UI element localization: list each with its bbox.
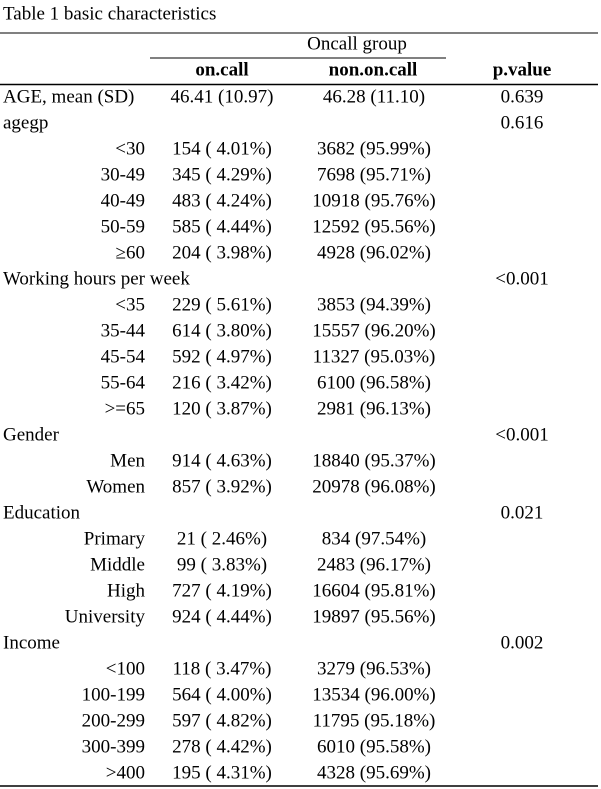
row-label: 45-54 <box>101 346 146 367</box>
non-on-call-cell: 19897 (95.56%) <box>312 606 435 627</box>
row-label: Women <box>86 476 145 497</box>
on-call-cell: 345 ( 4.29%) <box>172 164 272 185</box>
on-call-cell: 278 ( 4.42%) <box>172 736 272 757</box>
on-call-cell: 614 ( 3.80%) <box>172 320 272 341</box>
non-on-call-cell: 15557 (96.20%) <box>312 320 435 341</box>
row-label: 100-199 <box>82 684 145 705</box>
section-label: AGE, mean (SD) <box>3 86 134 107</box>
on-call-cell: 118 ( 3.47%) <box>172 658 271 679</box>
section-label: Working hours per week <box>3 268 190 289</box>
p-value-cell: 0.002 <box>501 632 544 653</box>
on-call-cell: 120 ( 3.87%) <box>172 398 272 419</box>
row-label: >400 <box>106 762 145 783</box>
non-on-call-cell: 3682 (95.99%) <box>317 138 431 159</box>
non-on-call-cell: 20978 (96.08%) <box>312 476 435 497</box>
p-value-cell: <0.001 <box>495 268 548 289</box>
column-header: non.on.call <box>329 59 418 80</box>
row-label: Primary <box>84 528 146 549</box>
row-label: 30-49 <box>101 164 145 185</box>
non-on-call-cell: 11795 (95.18%) <box>313 710 436 731</box>
column-header: p.value <box>493 59 552 80</box>
on-call-cell: 46.41 (10.97) <box>171 86 274 107</box>
on-call-cell: 204 ( 3.98%) <box>172 242 272 263</box>
row-label: <100 <box>106 658 145 679</box>
on-call-cell: 914 ( 4.63%) <box>172 450 272 471</box>
non-on-call-cell: 16604 (95.81%) <box>312 580 435 601</box>
on-call-cell: 216 ( 3.42%) <box>172 372 272 393</box>
row-label: ≥60 <box>116 242 145 263</box>
on-call-cell: 592 ( 4.97%) <box>172 346 272 367</box>
p-value-cell: 0.639 <box>501 86 544 107</box>
non-on-call-cell: 11327 (95.03%) <box>313 346 436 367</box>
non-on-call-cell: 10918 (95.76%) <box>312 190 435 211</box>
on-call-cell: 21 ( 2.46%) <box>177 528 267 549</box>
section-label: Education <box>3 502 81 523</box>
row-label: 300-399 <box>82 736 145 757</box>
on-call-cell: 154 ( 4.01%) <box>172 138 272 159</box>
on-call-cell: 585 ( 4.44%) <box>172 216 272 237</box>
on-call-cell: 857 ( 3.92%) <box>172 476 272 497</box>
section-label: Income <box>3 632 60 653</box>
row-label: Middle <box>90 554 145 575</box>
row-label: 35-44 <box>101 320 146 341</box>
row-label: 200-299 <box>82 710 145 731</box>
non-on-call-cell: 6010 (95.58%) <box>317 736 431 757</box>
on-call-cell: 597 ( 4.82%) <box>172 710 272 731</box>
non-on-call-cell: 13534 (96.00%) <box>312 684 435 705</box>
non-on-call-cell: 3853 (94.39%) <box>317 294 431 315</box>
non-on-call-cell: 7698 (95.71%) <box>317 164 431 185</box>
on-call-cell: 483 ( 4.24%) <box>172 190 272 211</box>
p-value-cell: 0.021 <box>501 502 544 523</box>
column-header: on.call <box>195 59 248 80</box>
non-on-call-cell: 12592 (95.56%) <box>312 216 435 237</box>
non-on-call-cell: 18840 (95.37%) <box>312 450 435 471</box>
non-on-call-cell: 3279 (96.53%) <box>317 658 431 679</box>
group-header: Oncall group <box>307 33 407 54</box>
non-on-call-cell: 4928 (96.02%) <box>317 242 431 263</box>
on-call-cell: 564 ( 4.00%) <box>172 684 272 705</box>
p-value-cell: <0.001 <box>495 424 548 445</box>
non-on-call-cell: 6100 (96.58%) <box>317 372 431 393</box>
on-call-cell: 99 ( 3.83%) <box>177 554 267 575</box>
non-on-call-cell: 834 (97.54%) <box>322 528 426 549</box>
on-call-cell: 727 ( 4.19%) <box>172 580 272 601</box>
row-label: 40-49 <box>101 190 145 211</box>
row-label: <30 <box>115 138 145 159</box>
row-label: High <box>107 580 146 601</box>
row-label: >=65 <box>105 398 145 419</box>
on-call-cell: 924 ( 4.44%) <box>172 606 272 627</box>
section-label: Gender <box>3 424 60 445</box>
row-label: 55-64 <box>101 372 146 393</box>
non-on-call-cell: 2483 (96.17%) <box>317 554 431 575</box>
on-call-cell: 229 ( 5.61%) <box>172 294 272 315</box>
row-label: University <box>65 606 146 627</box>
non-on-call-cell: 2981 (96.13%) <box>317 398 431 419</box>
p-value-cell: 0.616 <box>501 112 544 133</box>
table-title: Table 1 basic characteristics <box>3 3 216 24</box>
section-label: agegp <box>3 112 48 133</box>
row-label: Men <box>110 450 145 471</box>
on-call-cell: 195 ( 4.31%) <box>172 762 272 783</box>
row-label: 50-59 <box>101 216 145 237</box>
non-on-call-cell: 4328 (95.69%) <box>317 762 431 783</box>
row-label: <35 <box>115 294 145 315</box>
non-on-call-cell: 46.28 (11.10) <box>323 86 425 107</box>
